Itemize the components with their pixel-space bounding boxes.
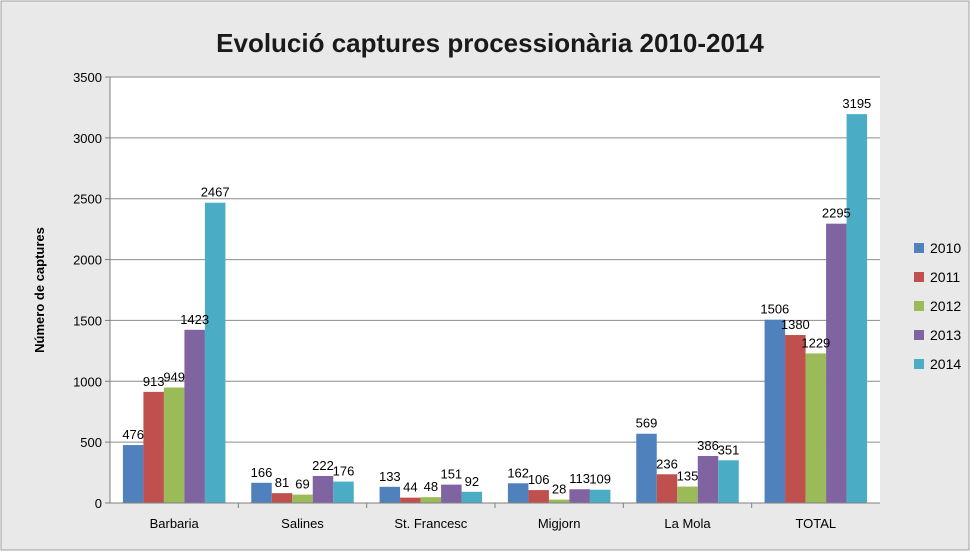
x-axis: Barbaria Salines St. Francesc Migjorn La Mol…	[110, 502, 880, 531]
bar-2010-barbaria	[122, 445, 144, 503]
data-label: 166	[251, 465, 273, 480]
y-tick-label: 3500	[73, 70, 102, 85]
y-axis: 0 500 1000 1500 2000 2500 3000 3500	[73, 70, 111, 511]
data-label: 222	[312, 458, 334, 473]
bar-2014-migjorn	[589, 489, 611, 503]
y-axis-label: Número de captures	[32, 227, 47, 353]
bar-2012-barbaria	[163, 387, 185, 503]
y-tick-label: 3000	[73, 131, 102, 146]
x-category-label: Salines	[281, 516, 324, 531]
bar-2011-salines	[271, 493, 293, 503]
bar-2013-salines	[312, 475, 334, 503]
data-label: 176	[333, 464, 355, 479]
bar-2010-st-francesc	[379, 486, 401, 503]
bar-2014-barbaria	[204, 202, 226, 504]
legend-label-2014: 2014	[930, 356, 961, 372]
x-category-label: TOTAL	[795, 516, 836, 531]
data-label: 386	[697, 438, 719, 453]
bar-2012-salines	[292, 494, 313, 503]
data-label: 92	[465, 474, 479, 489]
chart-title: Evolució captures processionària 2010-20…	[216, 28, 764, 58]
data-label: 81	[275, 475, 289, 490]
data-label: 109	[589, 472, 611, 487]
bar-2013-total	[826, 223, 847, 503]
bar-2011-la-mola	[656, 474, 678, 503]
data-label: 913	[143, 374, 165, 389]
y-tick-label: 500	[80, 435, 102, 450]
bar-2012-st-francesc	[420, 497, 442, 503]
x-category-label: Barbaria	[150, 516, 200, 531]
data-label: 351	[718, 442, 740, 457]
data-label: 2467	[201, 185, 230, 200]
legend: 2010 2011 2012 2013 2014	[914, 240, 961, 372]
bar-2013-st-francesc	[441, 484, 462, 503]
legend-swatch-2014	[914, 359, 924, 369]
bar-2012-migjorn	[548, 499, 570, 503]
data-label: 949	[163, 369, 185, 384]
bar-2011-st-francesc	[400, 497, 421, 503]
legend-swatch-2013	[914, 330, 924, 340]
x-category-label: Migjorn	[538, 516, 581, 531]
bar-2013-la-mola	[697, 456, 719, 503]
legend-swatch-2011	[914, 272, 924, 282]
data-label: 151	[440, 467, 462, 482]
y-tick-label: 1000	[73, 374, 102, 389]
data-label: 162	[507, 465, 529, 480]
x-category-label: La Mola	[664, 516, 711, 531]
data-label: 1423	[180, 312, 209, 327]
legend-label-2012: 2012	[930, 298, 961, 314]
bar-2010-total	[764, 319, 786, 503]
data-label: 48	[424, 479, 438, 494]
data-label: 1506	[760, 302, 789, 317]
legend-swatch-2012	[914, 301, 924, 311]
bar-2012-total	[805, 353, 827, 503]
y-tick-label: 0	[95, 496, 102, 511]
data-label: 236	[656, 456, 678, 471]
data-label: 2295	[822, 206, 851, 221]
bar-2010-salines	[251, 482, 272, 503]
legend-label-2011: 2011	[930, 269, 960, 285]
bar-2014-total	[846, 114, 868, 503]
data-label: 3195	[842, 96, 871, 111]
bar-2010-la-mola	[636, 433, 657, 503]
bar-2014-st-francesc	[461, 491, 483, 503]
bar-2011-migjorn	[528, 490, 549, 503]
bar-2013-barbaria	[184, 329, 205, 503]
legend-label-2013: 2013	[930, 327, 961, 343]
y-tick-label: 2500	[73, 192, 102, 207]
plot-area	[110, 77, 880, 503]
bars	[122, 114, 868, 504]
data-label: 28	[552, 482, 566, 497]
bar-2010-migjorn	[507, 483, 529, 503]
data-label: 44	[403, 480, 417, 495]
data-label: 133	[379, 469, 401, 484]
bar-2014-la-mola	[718, 460, 739, 503]
data-label: 1229	[801, 335, 830, 350]
data-label: 106	[528, 472, 550, 487]
bar-2012-la-mola	[677, 486, 698, 503]
data-label: 69	[295, 477, 309, 492]
data-label: 569	[636, 416, 658, 431]
legend-swatch-2010	[914, 243, 924, 253]
data-label: 113	[569, 471, 590, 486]
y-tick-label: 2000	[73, 253, 102, 268]
data-label: 1380	[781, 317, 810, 332]
x-category-label: St. Francesc	[394, 516, 467, 531]
bar-2013-migjorn	[569, 489, 590, 503]
y-tick-label: 1500	[73, 313, 102, 328]
legend-label-2010: 2010	[930, 240, 961, 256]
bar-2011-barbaria	[143, 391, 164, 503]
bar-2014-salines	[333, 481, 354, 503]
data-label: 476	[122, 427, 144, 442]
bar-2011-total	[785, 335, 806, 503]
data-label: 135	[677, 469, 699, 484]
